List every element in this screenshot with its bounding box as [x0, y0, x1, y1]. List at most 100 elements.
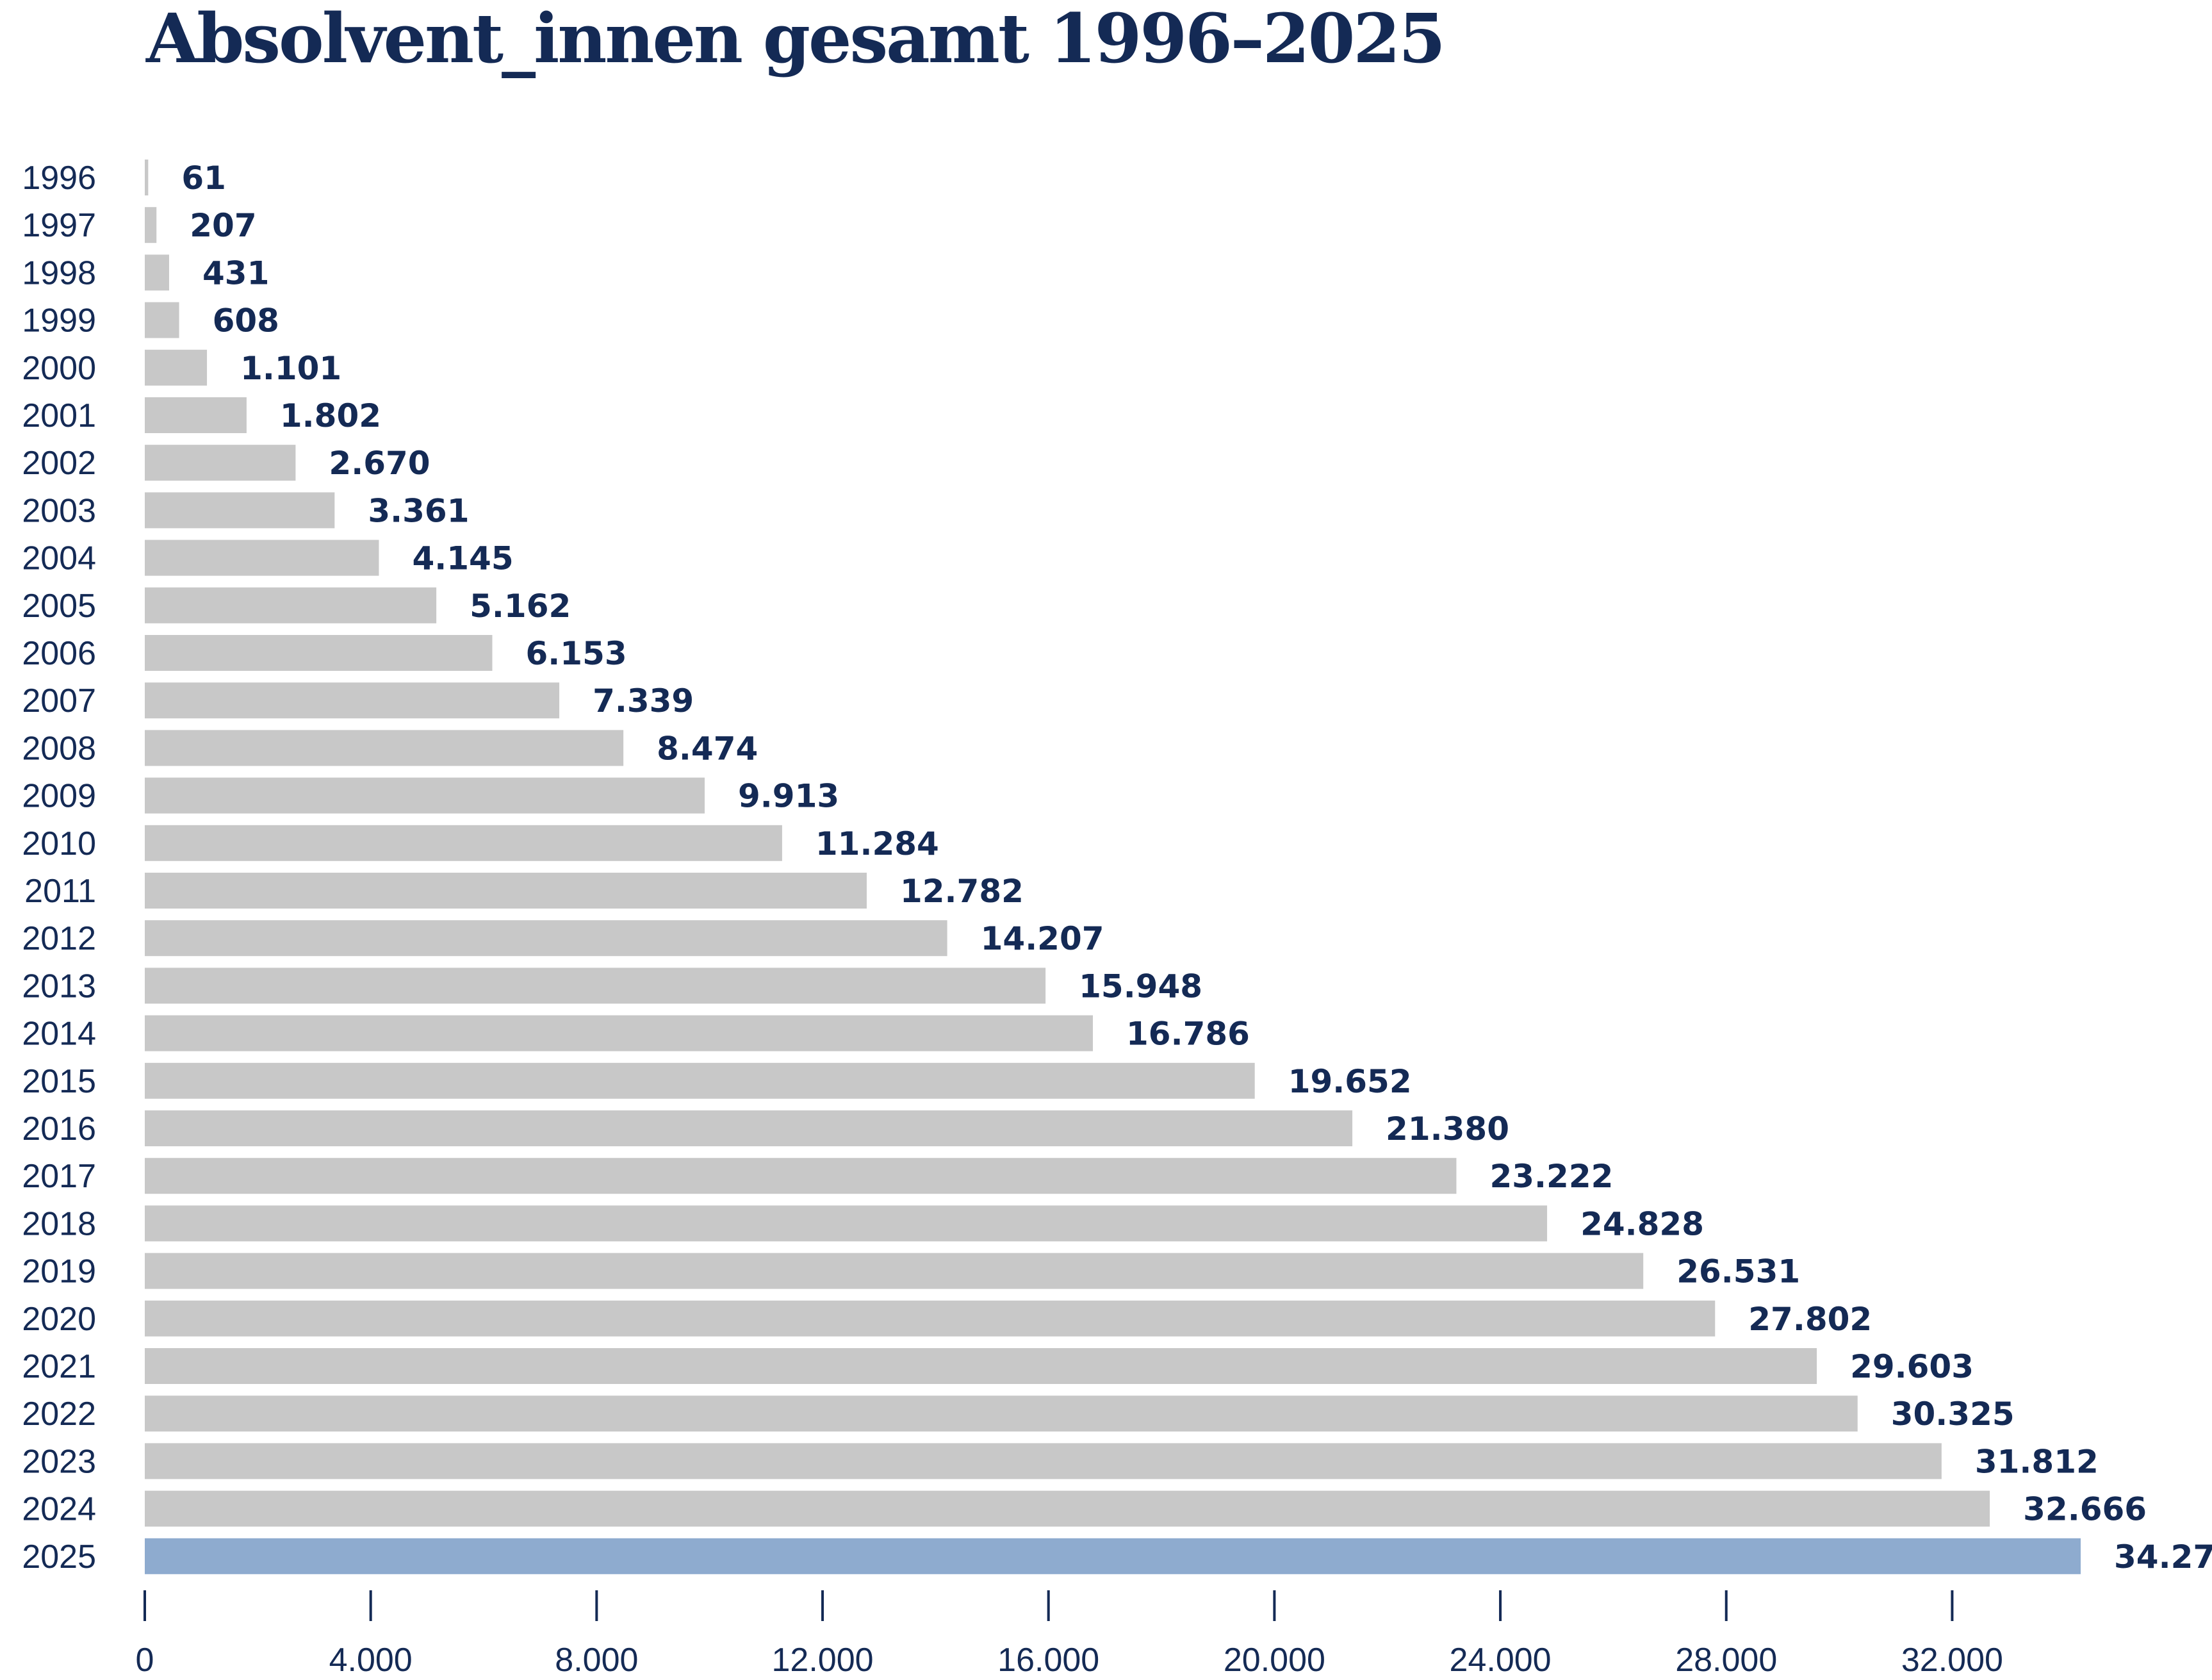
year-label-1996: 1996 — [22, 160, 96, 197]
value-label-2011: 12.782 — [900, 873, 1024, 910]
value-label-1996: 61 — [181, 160, 226, 197]
x-tick-label-20000: 20.000 — [1224, 1642, 1325, 1679]
value-label-2007: 7.339 — [593, 682, 694, 720]
x-tick-label-32000: 32.000 — [1901, 1642, 2003, 1679]
year-label-2022: 2022 — [22, 1396, 96, 1433]
year-label-2023: 2023 — [22, 1443, 96, 1480]
value-label-2024: 32.666 — [2023, 1491, 2147, 1528]
x-tick-label-28000: 28.000 — [1675, 1642, 1777, 1679]
chart-title: Absolvent_innen gesamt 1996–2025 — [146, 0, 1446, 78]
x-tick-label-8000: 8.000 — [555, 1642, 638, 1679]
bar-2023 — [145, 1443, 1942, 1479]
bar-1996 — [145, 160, 149, 195]
value-label-2013: 15.948 — [1079, 968, 1202, 1005]
value-label-2005: 5.162 — [470, 588, 571, 625]
bar-2007 — [145, 682, 560, 719]
bar-2006 — [145, 635, 493, 671]
value-label-2015: 19.652 — [1288, 1063, 1412, 1100]
value-label-2010: 11.284 — [815, 825, 939, 862]
bar-2005 — [145, 587, 437, 623]
year-label-2007: 2007 — [22, 682, 96, 720]
year-label-2012: 2012 — [22, 920, 96, 957]
value-label-2003: 3.361 — [368, 492, 469, 529]
value-label-2002: 2.670 — [329, 445, 430, 482]
year-label-2011: 2011 — [24, 873, 96, 910]
year-label-2017: 2017 — [22, 1158, 96, 1195]
year-label-2008: 2008 — [22, 730, 96, 767]
year-labels-group: 1996 1997 1998 1999 2000 2001 2002 2003 2004 2005… — [22, 160, 96, 1576]
value-label-2020: 27.802 — [1748, 1301, 1872, 1338]
value-label-1997: 207 — [190, 207, 256, 244]
year-label-2005: 2005 — [22, 588, 96, 625]
year-label-2015: 2015 — [22, 1063, 96, 1100]
value-label-2012: 14.207 — [981, 920, 1104, 957]
value-label-2025: 34.275 — [2114, 1538, 2212, 1576]
x-tick-label-24000: 24.000 — [1450, 1642, 1552, 1679]
year-label-2010: 2010 — [22, 825, 96, 862]
year-label-1998: 1998 — [22, 254, 96, 292]
bar-2016 — [145, 1110, 1353, 1146]
year-label-2021: 2021 — [22, 1348, 96, 1385]
x-tick-label-16000: 16.000 — [997, 1642, 1099, 1679]
value-label-2017: 23.222 — [1489, 1158, 1613, 1195]
bar-1997 — [145, 207, 157, 243]
x-tick-label-0: 0 — [136, 1642, 154, 1679]
year-label-2013: 2013 — [22, 968, 96, 1005]
year-label-2019: 2019 — [22, 1253, 96, 1290]
year-label-2001: 2001 — [22, 397, 96, 434]
year-label-2006: 2006 — [22, 635, 96, 672]
bar-2004 — [145, 539, 379, 576]
year-label-2020: 2020 — [22, 1301, 96, 1338]
value-label-2019: 26.531 — [1676, 1253, 1800, 1290]
bar-2017 — [145, 1158, 1457, 1194]
bar-2024 — [145, 1490, 1990, 1527]
value-label-2009: 9.913 — [738, 778, 839, 815]
year-label-2003: 2003 — [22, 492, 96, 529]
value-label-2014: 16.786 — [1126, 1016, 1250, 1053]
x-axis: 0 4.000 8.000 12.000 16.000 20.000 24.000 28.00… — [136, 1590, 2003, 1679]
value-label-1998: 431 — [202, 254, 269, 292]
year-label-2004: 2004 — [22, 540, 96, 577]
value-label-2016: 21.380 — [1386, 1110, 1509, 1148]
bar-2025 — [145, 1538, 2081, 1574]
value-label-2018: 24.828 — [1580, 1205, 1704, 1242]
value-label-1999: 608 — [213, 302, 279, 340]
year-label-2024: 2024 — [22, 1491, 96, 1528]
bar-2009 — [145, 777, 705, 814]
bar-1999 — [145, 302, 179, 338]
bar-2002 — [145, 445, 296, 481]
x-tick-label-4000: 4.000 — [329, 1642, 413, 1679]
bar-2013 — [145, 968, 1046, 1004]
year-label-2002: 2002 — [22, 445, 96, 482]
bars-group — [145, 160, 2081, 1574]
value-label-2022: 30.325 — [1891, 1396, 2015, 1433]
bar-2001 — [145, 397, 247, 433]
value-label-2000: 1.101 — [240, 350, 341, 387]
bar-1998 — [145, 254, 170, 291]
bar-2021 — [145, 1348, 1817, 1384]
bar-2022 — [145, 1396, 1858, 1432]
year-label-2000: 2000 — [22, 350, 96, 387]
year-label-2016: 2016 — [22, 1110, 96, 1148]
bar-2014 — [145, 1015, 1094, 1051]
value-label-2004: 4.145 — [412, 540, 513, 577]
value-label-2008: 8.474 — [657, 730, 758, 767]
year-label-2018: 2018 — [22, 1205, 96, 1242]
bar-2008 — [145, 730, 624, 766]
bar-2015 — [145, 1062, 1255, 1099]
x-tick-label-12000: 12.000 — [772, 1642, 874, 1679]
bar-2011 — [145, 873, 867, 909]
year-label-2009: 2009 — [22, 778, 96, 815]
bar-2019 — [145, 1253, 1644, 1289]
bar-2003 — [145, 492, 335, 529]
bar-2018 — [145, 1205, 1548, 1242]
bar-2000 — [145, 349, 208, 386]
year-label-2025: 2025 — [22, 1538, 96, 1576]
value-labels-group: 61 207 431 608 1.101 1.802 2.670 3.361 4.145 5.16… — [181, 160, 2212, 1576]
value-label-2023: 31.812 — [1975, 1443, 2099, 1480]
bar-2012 — [145, 920, 947, 957]
value-label-2001: 1.802 — [280, 397, 381, 434]
bar-2020 — [145, 1300, 1716, 1337]
bar-2010 — [145, 825, 782, 861]
